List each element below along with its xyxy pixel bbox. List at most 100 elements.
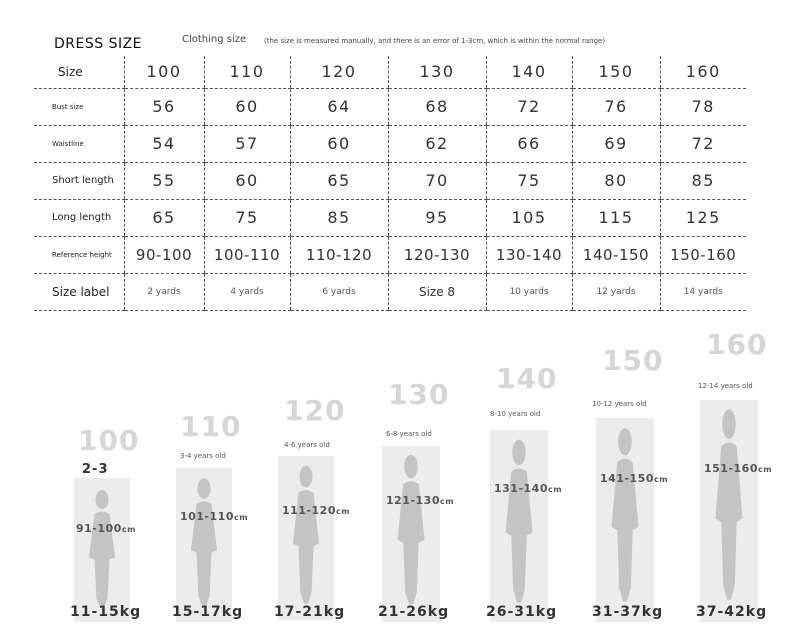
table-cell: 80 [571, 162, 660, 200]
faded-size-number: 150 [602, 344, 664, 377]
table-cell: 130-140 [485, 236, 572, 274]
faded-size-number: 110 [180, 410, 242, 443]
table-cell: 85 [659, 162, 746, 200]
age-label: 12-14 years old [698, 382, 753, 390]
silhouette-panel [382, 446, 440, 622]
child-silhouette-icon [611, 428, 639, 602]
table-cell: 72 [485, 88, 572, 126]
size-cell-110: 110 [203, 56, 290, 89]
weight-label: 26-31kg [486, 604, 558, 620]
table-cell: 95 [387, 199, 486, 237]
table-cell: 56 [123, 88, 204, 126]
silhouette-panel [74, 478, 130, 622]
faded-size-number: 160 [706, 328, 768, 361]
chart-subtitle: Clothing size [182, 34, 247, 45]
child-silhouette-icon [397, 454, 425, 605]
height-range-label: 151-160cm [704, 462, 773, 475]
table-cell: 60 [203, 162, 290, 200]
age-label: 6-8 years old [386, 430, 432, 438]
table-cell: 125 [659, 199, 746, 237]
weight-label: 17-21kg [274, 604, 346, 620]
height-range-label: 91-100cm [76, 522, 136, 535]
weight-label: 37-42kg [696, 604, 768, 620]
faded-size-number: 140 [496, 362, 558, 395]
table-cell: 78 [659, 88, 746, 126]
table-cell: 60 [203, 88, 290, 126]
table-cell: 6 yards [289, 273, 388, 311]
table-cell: 75 [485, 162, 572, 200]
table-row-short-length: Short length 55 60 65 70 75 80 85 [34, 162, 746, 200]
row-label-long-length: Long length [34, 199, 124, 237]
table-cell: 110-120 [289, 236, 388, 274]
silhouette-panel [490, 430, 548, 622]
table-row-long-length: Long length 65 75 85 95 105 115 125 [34, 199, 746, 237]
table-cell: 10 yards [485, 273, 572, 311]
size-cell-150: 150 [571, 56, 660, 89]
table-cell: 65 [289, 162, 388, 200]
child-silhouette-icon [190, 478, 218, 607]
measurement-note: (the size is measured manually, and ther… [264, 37, 606, 45]
table-row-waist: Waistline 54 57 60 62 66 69 72 [34, 125, 746, 163]
height-range-label: 111-120cm [282, 504, 351, 517]
silhouette-panel [176, 468, 232, 622]
table-row-bust: Bust size 56 60 64 68 72 76 78 [34, 88, 746, 126]
silhouette-panel [278, 456, 334, 620]
table-cell: 12 yards [571, 273, 660, 311]
table-cell: 115 [571, 199, 660, 237]
table-cell: 55 [123, 162, 204, 200]
table-row-size-label: Size label 2 yards 4 yards 6 yards Size … [34, 273, 746, 311]
table-cell: 65 [123, 199, 204, 237]
table-cell: 60 [289, 125, 388, 163]
table-cell: 69 [571, 125, 660, 163]
child-silhouette-icon [88, 490, 116, 608]
table-cell: 62 [387, 125, 486, 163]
row-label-size: Size [34, 56, 124, 89]
size-table: Size 100 110 120 130 140 150 160 Bust si… [34, 56, 746, 311]
row-label-bust: Bust size [34, 88, 124, 126]
child-silhouette-icon [715, 409, 743, 600]
row-label-reference-height: Reference height [34, 236, 124, 274]
faded-size-number: 120 [284, 394, 346, 427]
table-cell: 75 [203, 199, 290, 237]
size-cell-140: 140 [485, 56, 572, 89]
age-label: 4-6 years old [284, 441, 330, 449]
table-cell: 14 yards [659, 273, 746, 311]
table-cell: 76 [571, 88, 660, 126]
table-cell: 2 yards [123, 273, 204, 311]
table-cell: 70 [387, 162, 486, 200]
table-cell: 85 [289, 199, 388, 237]
table-cell: 105 [485, 199, 572, 237]
row-label-size-label: Size label [34, 273, 124, 311]
child-silhouette-icon [505, 439, 533, 603]
table-cell: 72 [659, 125, 746, 163]
child-silhouette-icon [292, 465, 320, 604]
chart-title: DRESS SIZE [54, 36, 143, 52]
age-label: 2-3 [82, 462, 109, 477]
silhouette-panel [596, 418, 654, 622]
table-cell: 150-160 [659, 236, 746, 274]
weight-label: 15-17kg [172, 604, 244, 620]
weight-label: 21-26kg [378, 604, 450, 620]
silhouette-panel [700, 400, 758, 622]
age-label: 8-10 years old [490, 410, 541, 418]
weight-label: 11-15kg [70, 604, 142, 620]
height-range-label: 121-130cm [386, 494, 455, 507]
table-cell: 57 [203, 125, 290, 163]
weight-label: 31-37kg [592, 604, 664, 620]
table-row-reference-height: Reference height 90-100 100-110 110-120 … [34, 236, 746, 274]
table-cell: Size 8 [387, 273, 486, 311]
age-label: 10-12 years old [592, 400, 647, 408]
age-label: 3-4 years old [180, 452, 226, 460]
size-cell-120: 120 [289, 56, 388, 89]
faded-size-number: 130 [388, 378, 450, 411]
row-label-short-length: Short length [34, 162, 124, 200]
size-cell-130: 130 [387, 56, 486, 89]
table-cell: 140-150 [571, 236, 660, 274]
size-cell-160: 160 [659, 56, 746, 89]
faded-size-number: 100 [78, 424, 140, 457]
height-range-label: 131-140cm [494, 482, 563, 495]
table-cell: 66 [485, 125, 572, 163]
table-cell: 4 yards [203, 273, 290, 311]
table-cell: 100-110 [203, 236, 290, 274]
table-cell: 54 [123, 125, 204, 163]
